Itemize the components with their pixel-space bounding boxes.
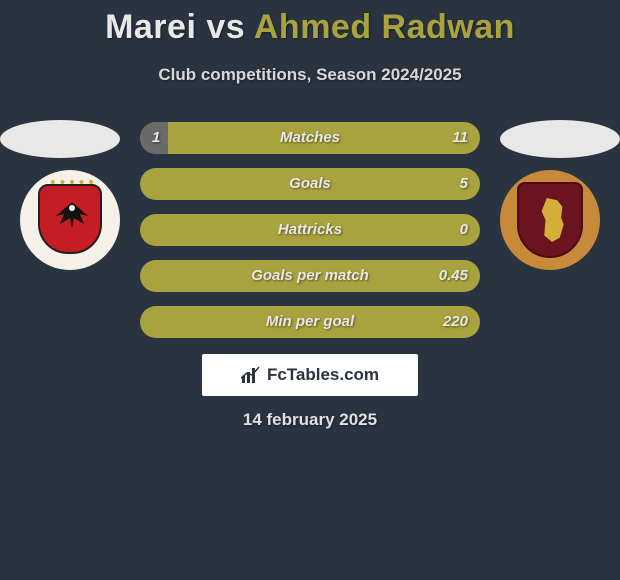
player1-club-badge [20, 170, 120, 270]
vs-text: vs [206, 8, 245, 46]
qatar-shield-icon [517, 182, 583, 258]
stat-bar: Hattricks0 [140, 214, 480, 246]
bar-chart-icon [241, 366, 261, 384]
stat-bar: 1Matches11 [140, 122, 480, 154]
stat-bar: Goals per match0.45 [140, 260, 480, 292]
stat-label: Matches [140, 122, 480, 154]
stat-label: Hattricks [140, 214, 480, 246]
subtitle: Club competitions, Season 2024/2025 [0, 65, 620, 85]
eagle-icon [50, 198, 94, 230]
brand-box: FcTables.com [202, 354, 418, 396]
player1-name: Marei [105, 8, 196, 46]
stat-value-right: 5 [460, 168, 468, 200]
stat-label: Goals [140, 168, 480, 200]
player2-club-badge [500, 170, 600, 270]
alahly-shield-icon [38, 184, 102, 254]
stat-bar: Min per goal220 [140, 306, 480, 338]
stat-value-right: 11 [452, 122, 468, 154]
stat-bar: Goals5 [140, 168, 480, 200]
qatar-map-icon [539, 198, 565, 242]
stat-value-right: 0 [460, 214, 468, 246]
player2-avatar-placeholder [500, 120, 620, 158]
footer-date: 14 february 2025 [0, 410, 620, 430]
player1-avatar-placeholder [0, 120, 120, 158]
stats-bars: 1Matches11 Goals5 Hattricks0 Goals per matc… [140, 122, 480, 352]
player2-name: Ahmed Radwan [254, 8, 515, 46]
stat-value-right: 220 [443, 306, 468, 338]
stat-label: Goals per match [140, 260, 480, 292]
brand-text: FcTables.com [267, 365, 379, 385]
stat-label: Min per goal [140, 306, 480, 338]
stat-value-right: 0.45 [439, 260, 468, 292]
comparison-title: Marei vs Ahmed Radwan [0, 0, 620, 47]
